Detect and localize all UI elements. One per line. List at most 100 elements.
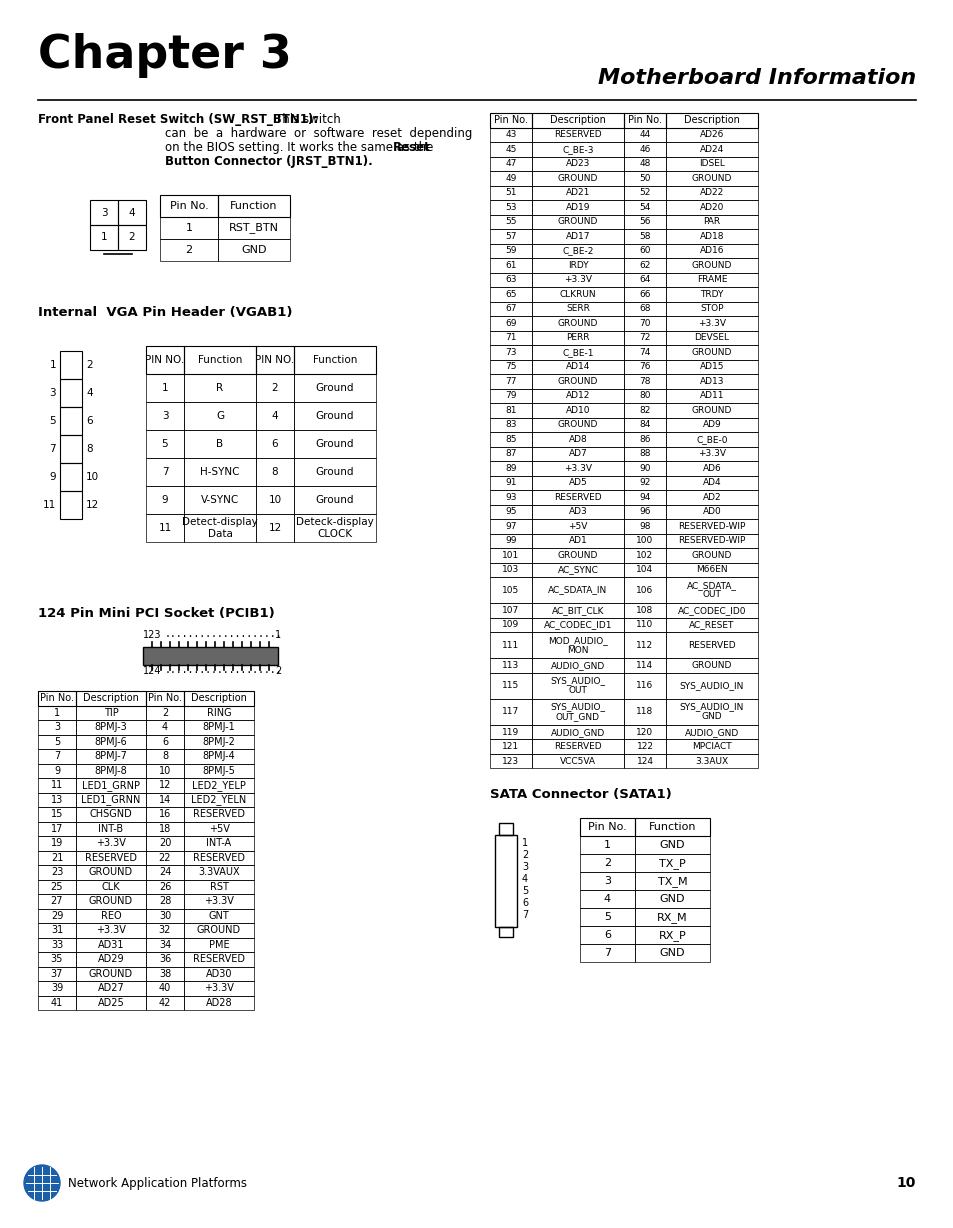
Bar <box>665 519 758 533</box>
Bar <box>294 375 375 402</box>
Bar <box>665 243 758 258</box>
Bar <box>38 937 76 952</box>
Bar <box>495 835 517 927</box>
Bar <box>490 287 532 302</box>
Text: LED2_YELN: LED2_YELN <box>192 795 247 806</box>
Text: AD6: AD6 <box>702 464 720 473</box>
Bar <box>38 996 76 1009</box>
Bar <box>146 822 184 836</box>
Bar <box>146 691 184 706</box>
Bar <box>255 346 294 375</box>
Text: AUDIO_GND: AUDIO_GND <box>684 728 739 737</box>
Text: 84: 84 <box>639 420 650 430</box>
Text: 7: 7 <box>53 752 60 761</box>
Bar <box>490 490 532 505</box>
Bar <box>146 346 184 375</box>
Text: GROUND: GROUND <box>691 550 731 560</box>
Bar <box>532 754 623 769</box>
Bar <box>623 243 665 258</box>
Bar <box>76 734 146 749</box>
Bar <box>532 658 623 673</box>
Bar <box>38 966 76 981</box>
Text: AD11: AD11 <box>699 392 723 400</box>
Bar <box>76 720 146 734</box>
Text: Pin No.: Pin No. <box>40 694 74 704</box>
Bar <box>635 855 709 872</box>
Bar <box>218 217 290 239</box>
Bar <box>623 302 665 316</box>
Text: 56: 56 <box>639 217 650 226</box>
Bar <box>532 316 623 330</box>
Text: G: G <box>215 411 224 421</box>
Bar <box>490 273 532 287</box>
Bar <box>90 200 118 225</box>
Bar <box>490 447 532 460</box>
Text: 85: 85 <box>505 435 517 443</box>
Text: 3: 3 <box>521 862 528 872</box>
Text: REO: REO <box>101 911 121 921</box>
Text: 23: 23 <box>51 867 63 877</box>
Text: 113: 113 <box>502 661 519 670</box>
Text: AD7: AD7 <box>568 449 587 458</box>
Text: RST: RST <box>210 882 228 892</box>
Text: 26: 26 <box>158 882 171 892</box>
Text: 86: 86 <box>639 435 650 443</box>
Text: 2: 2 <box>185 246 193 255</box>
Text: 8PMJ-8: 8PMJ-8 <box>94 766 128 776</box>
Text: 61: 61 <box>505 260 517 270</box>
Text: 48: 48 <box>639 160 650 168</box>
Bar <box>294 458 375 486</box>
Bar <box>498 927 513 937</box>
Bar <box>623 360 665 375</box>
Bar <box>532 200 623 215</box>
Text: Ground: Ground <box>315 411 354 421</box>
Bar <box>665 185 758 200</box>
Text: +3.3V: +3.3V <box>204 896 233 906</box>
Text: 8PMJ-4: 8PMJ-4 <box>202 752 235 761</box>
Bar <box>184 375 255 402</box>
Text: 118: 118 <box>636 707 653 716</box>
Bar <box>665 603 758 618</box>
Text: 12: 12 <box>268 523 281 533</box>
Text: 25: 25 <box>51 882 63 892</box>
Bar <box>490 603 532 618</box>
Text: Description: Description <box>550 115 605 125</box>
Text: 87: 87 <box>505 449 517 458</box>
Text: 5: 5 <box>161 438 168 449</box>
Bar <box>38 836 76 851</box>
Text: 32: 32 <box>158 925 171 936</box>
Bar <box>623 432 665 447</box>
Text: 74: 74 <box>639 348 650 357</box>
Text: 5: 5 <box>521 887 528 896</box>
Text: 8: 8 <box>272 467 278 476</box>
Bar <box>490 403 532 418</box>
Text: 96: 96 <box>639 507 650 516</box>
Bar <box>490 618 532 632</box>
Text: 4: 4 <box>129 208 135 217</box>
Bar <box>146 430 184 458</box>
Bar <box>665 533 758 548</box>
Text: 124: 124 <box>143 666 161 675</box>
Text: Pin No.: Pin No. <box>494 115 527 125</box>
Bar <box>623 475 665 490</box>
Text: 108: 108 <box>636 605 653 615</box>
Bar <box>184 430 255 458</box>
Text: AD2: AD2 <box>702 492 720 502</box>
Bar <box>490 215 532 228</box>
Text: 110: 110 <box>636 620 653 629</box>
Bar <box>532 673 623 699</box>
Bar <box>146 486 184 515</box>
Bar <box>90 225 118 251</box>
Bar <box>38 909 76 923</box>
Bar <box>665 658 758 673</box>
Bar <box>76 923 146 937</box>
Bar <box>38 851 76 865</box>
Bar <box>665 215 758 228</box>
Bar <box>665 548 758 562</box>
Text: AD4: AD4 <box>702 478 720 488</box>
Bar <box>623 171 665 185</box>
Bar <box>38 894 76 909</box>
Bar <box>38 923 76 937</box>
Bar <box>532 603 623 618</box>
Text: Function: Function <box>197 355 242 365</box>
